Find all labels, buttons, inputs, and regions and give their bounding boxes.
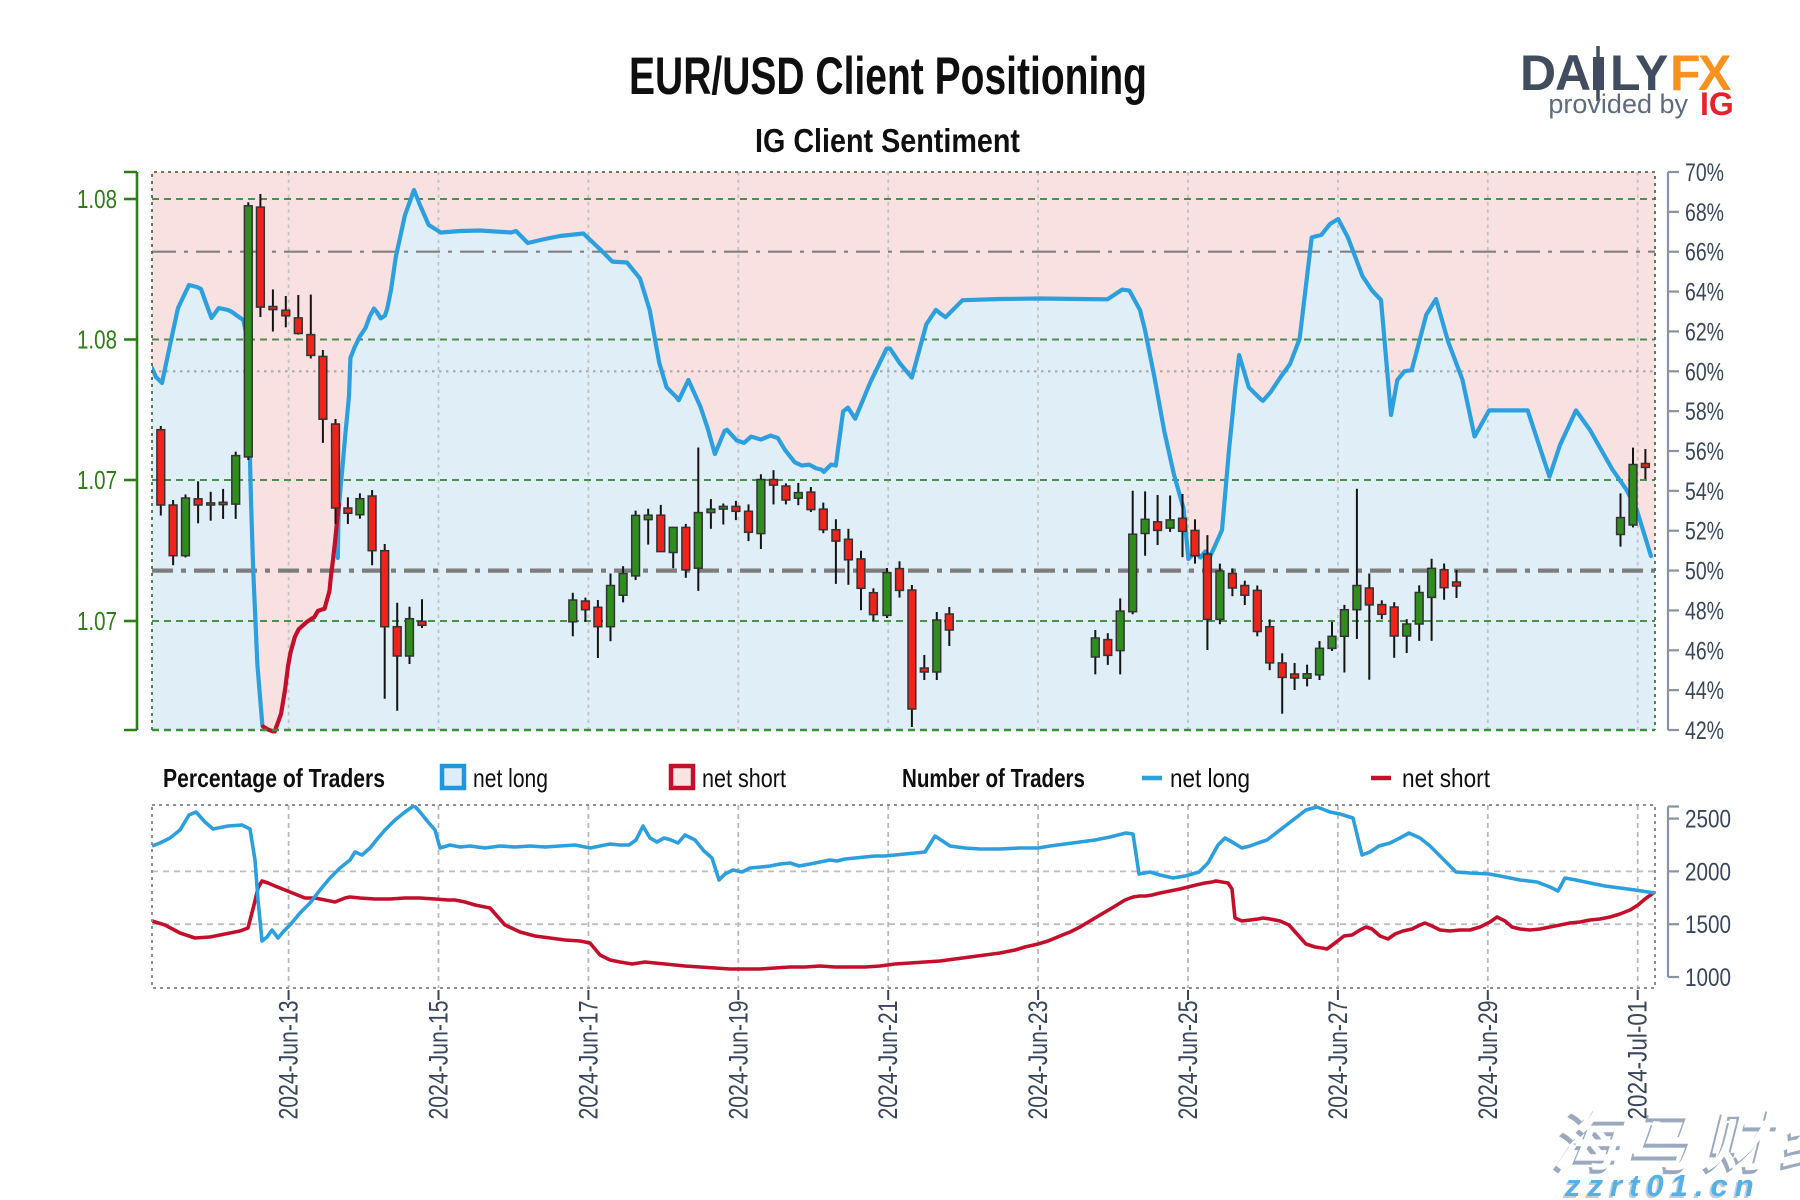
svg-text:2500: 2500 <box>1685 806 1731 834</box>
svg-text:1.07: 1.07 <box>77 606 117 636</box>
svg-text:provided by: provided by <box>1548 89 1688 119</box>
svg-text:46%: 46% <box>1685 637 1724 665</box>
svg-text:62%: 62% <box>1685 318 1724 346</box>
svg-text:2024-Jun-29: 2024-Jun-29 <box>1473 1001 1503 1120</box>
svg-text:net long: net long <box>1170 763 1250 793</box>
svg-text:2024-Jun-19: 2024-Jun-19 <box>723 1001 753 1120</box>
svg-text:2024-Jun-27: 2024-Jun-27 <box>1323 1001 1353 1120</box>
svg-text:Percentage of Traders: Percentage of Traders <box>163 763 385 793</box>
svg-text:1.08: 1.08 <box>77 184 117 214</box>
svg-text:68%: 68% <box>1685 199 1724 227</box>
svg-text:2024-Jun-17: 2024-Jun-17 <box>573 1001 603 1120</box>
svg-text:F: F <box>1670 45 1701 101</box>
svg-text:56%: 56% <box>1685 438 1724 466</box>
svg-text:IG: IG <box>1700 86 1734 122</box>
svg-text:X: X <box>1698 45 1731 101</box>
svg-text:2024-Jun-21: 2024-Jun-21 <box>873 1001 903 1120</box>
svg-text:Number of Traders: Number of Traders <box>902 763 1085 793</box>
svg-text:42%: 42% <box>1685 717 1724 745</box>
svg-text:海马财经: 海马财经 <box>1553 1104 1800 1178</box>
svg-text:2024-Jun-15: 2024-Jun-15 <box>424 1001 454 1120</box>
svg-text:48%: 48% <box>1685 597 1724 625</box>
svg-text:1.07: 1.07 <box>77 465 117 495</box>
svg-text:A: A <box>1555 45 1591 101</box>
svg-text:1000: 1000 <box>1685 964 1731 992</box>
svg-text:2024-Jun-13: 2024-Jun-13 <box>274 1001 304 1120</box>
svg-text:70%: 70% <box>1685 159 1724 187</box>
svg-text:zzrt01.cn: zzrt01.cn <box>1564 1168 1761 1200</box>
svg-text:60%: 60% <box>1685 358 1724 386</box>
svg-text:50%: 50% <box>1685 558 1724 586</box>
svg-text:1.08: 1.08 <box>77 325 117 355</box>
svg-text:44%: 44% <box>1685 677 1724 705</box>
svg-text:海马财经: 海马财经 <box>1550 1108 1800 1182</box>
svg-text:net long: net long <box>473 763 548 793</box>
svg-text:net short: net short <box>1402 763 1491 793</box>
svg-text:zzrt01.cn: zzrt01.cn <box>1562 1170 1759 1200</box>
svg-text:2000: 2000 <box>1685 858 1731 886</box>
svg-text:2024-Jun-25: 2024-Jun-25 <box>1173 1001 1203 1120</box>
svg-text:66%: 66% <box>1685 239 1724 267</box>
svg-text:54%: 54% <box>1685 478 1724 506</box>
svg-text:EUR/USD Client Positioning: EUR/USD Client Positioning <box>629 47 1147 106</box>
svg-text:Y: Y <box>1635 45 1668 101</box>
svg-text:D: D <box>1520 45 1556 101</box>
svg-text:1500: 1500 <box>1685 911 1731 939</box>
svg-text:IG Client Sentiment: IG Client Sentiment <box>755 122 1020 159</box>
svg-text:L: L <box>1610 45 1641 101</box>
svg-text:2024-Jul-01: 2024-Jul-01 <box>1623 1001 1653 1120</box>
svg-text:2024-Jun-23: 2024-Jun-23 <box>1023 1001 1053 1120</box>
svg-text:52%: 52% <box>1685 518 1724 546</box>
svg-text:58%: 58% <box>1685 398 1724 426</box>
svg-text:64%: 64% <box>1685 279 1724 307</box>
svg-text:net short: net short <box>702 763 787 793</box>
